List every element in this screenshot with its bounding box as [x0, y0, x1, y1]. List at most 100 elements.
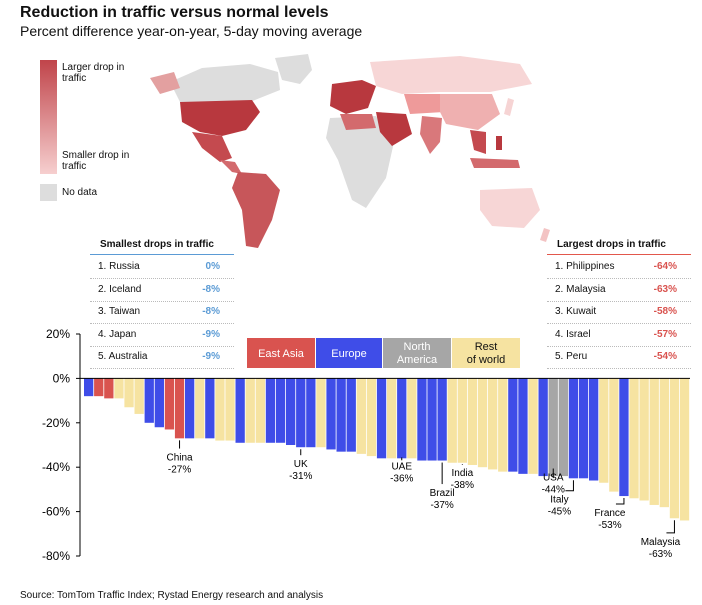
rank-value: -54%: [653, 351, 677, 362]
bar: [215, 378, 225, 441]
rank-label: 5. Australia: [98, 351, 148, 362]
world-map: [150, 54, 550, 248]
map-australia: [480, 188, 540, 228]
bar: [488, 378, 498, 470]
rank-label: 1. Philippines: [555, 261, 615, 272]
bar: [356, 378, 366, 454]
annotation-leader: [615, 498, 625, 505]
bar: [114, 378, 124, 399]
bar: [437, 378, 447, 461]
map-greenland: [275, 54, 312, 84]
rank-label: 4. Japan: [98, 328, 137, 340]
bar: [316, 378, 326, 448]
bar: [538, 378, 548, 477]
annotation-name: USA: [543, 473, 564, 484]
bar: [265, 378, 276, 443]
bar: [376, 378, 387, 459]
bar: [185, 378, 195, 439]
bar: [639, 378, 649, 501]
bar: [387, 378, 397, 459]
largest-drops-rule: [547, 254, 691, 255]
rank-row: 1. Philippines -64%: [547, 256, 691, 279]
bar: [498, 378, 508, 472]
rank-value: -9%: [202, 351, 220, 362]
annotation-value: -36%: [390, 473, 413, 484]
annotation-name: Brazil: [430, 488, 455, 499]
map-central-asia: [404, 94, 444, 114]
bar: [417, 378, 427, 461]
bar: [558, 378, 568, 477]
bar: [649, 378, 659, 505]
bar: [286, 378, 296, 445]
y-tick-label: 20%: [46, 327, 70, 341]
annotation-name: India: [452, 468, 474, 479]
bar: [669, 378, 680, 519]
bar: [296, 378, 306, 448]
rank-value: -8%: [202, 283, 220, 295]
map-middle-east: [376, 112, 412, 146]
smallest-drops-rule: [90, 254, 234, 255]
map-legend-nodata-swatch: [40, 184, 57, 201]
map-legend-gradient: [40, 60, 57, 174]
map-japan: [504, 98, 514, 116]
bar: [548, 378, 558, 477]
rank-value: -8%: [202, 306, 220, 317]
annotation-value: -27%: [168, 465, 191, 476]
rank-value: -57%: [653, 328, 677, 340]
bar: [609, 378, 619, 492]
map-legend-nodata: No data: [62, 187, 98, 198]
annotation-name: China: [166, 453, 193, 464]
bar: [346, 378, 356, 452]
bar: [306, 378, 316, 448]
rank-value: -9%: [202, 328, 220, 340]
y-tick-label: 0%: [53, 371, 71, 385]
annotation-value: -38%: [451, 480, 474, 491]
map-new-zealand: [540, 228, 550, 242]
legend-swatch: [452, 338, 520, 368]
bar: [619, 378, 629, 497]
bar: [366, 378, 377, 457]
annotation-name: Malaysia: [641, 537, 681, 548]
map-legend-larger: Larger drop in traffic: [62, 62, 125, 84]
legend-swatch: [247, 338, 315, 368]
map-usa: [180, 100, 260, 136]
legend-label: Rest of world: [467, 341, 506, 366]
legend-swatch: [383, 338, 451, 368]
bar: [225, 378, 235, 441]
map-central-america: [220, 160, 242, 174]
bar: [195, 378, 205, 439]
rank-label: 4. Israel: [555, 328, 591, 340]
chart-title: Reduction in traffic versus normal level…: [20, 4, 329, 21]
bar: [205, 378, 215, 439]
rank-row: 5. Australia -9%: [90, 346, 234, 369]
rank-value: 0%: [205, 261, 220, 272]
map-mexico: [192, 132, 232, 162]
bar: [275, 378, 286, 443]
rank-label: 2. Malaysia: [555, 283, 606, 295]
rank-value: -64%: [653, 261, 677, 272]
annotation-value: -37%: [430, 500, 453, 511]
bar: [336, 378, 346, 452]
bar: [245, 378, 255, 443]
map-alaska: [150, 72, 180, 94]
rank-row: 3. Kuwait -58%: [547, 301, 691, 324]
bar: [235, 378, 245, 443]
bar: [457, 378, 467, 463]
bar: [407, 378, 417, 459]
annotation-value: -31%: [289, 471, 312, 482]
y-tick-label: -80%: [42, 549, 70, 563]
bar: [568, 378, 579, 479]
annotation-leader: [666, 520, 675, 534]
bar: [164, 378, 175, 430]
rank-row: 1. Russia 0%: [90, 256, 234, 279]
bar: [508, 378, 518, 472]
source-note: Source: TomTom Traffic Index; Rystad Ene…: [20, 590, 324, 601]
y-tick-label: -20%: [42, 416, 70, 430]
bar: [255, 378, 265, 443]
bar: [94, 378, 104, 397]
y-tick-label: -40%: [42, 460, 70, 474]
rank-row: 2. Iceland -8%: [90, 279, 234, 302]
legend-swatch: [316, 338, 382, 368]
bar: [174, 378, 185, 439]
map-africa: [326, 116, 394, 208]
